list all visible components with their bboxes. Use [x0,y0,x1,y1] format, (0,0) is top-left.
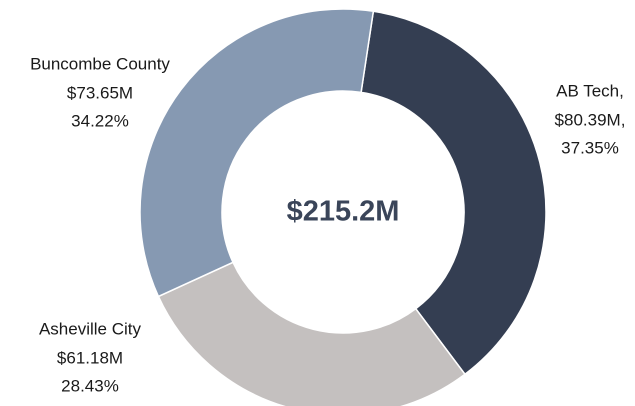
category-label: Buncombe County [30,54,170,73]
donut-segment [139,8,375,298]
category-label: AB Tech, [556,81,624,100]
share-label: 37.35% [561,138,619,157]
donut-segment [157,261,467,406]
share-label: 34.22% [71,111,129,130]
donut-segment [360,10,547,376]
center-label: $215.2M [287,196,400,228]
value-label: $73.65M [67,83,133,102]
value-label: $80.39M, [555,110,626,129]
value-label: $61.18M [57,348,123,367]
share-label: 28.43% [61,376,119,395]
category-label: Asheville City [39,319,142,338]
